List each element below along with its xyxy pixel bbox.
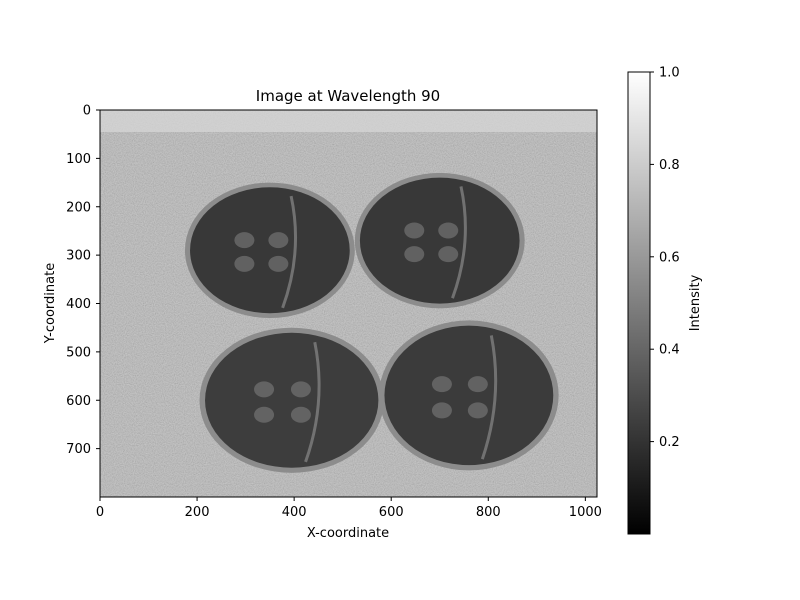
x-tick-label: 400 xyxy=(282,505,307,520)
tomatoes-layer xyxy=(184,172,559,473)
colorbar-label: Intensity xyxy=(688,274,703,331)
tomato-body xyxy=(384,325,554,466)
tomato-highlight xyxy=(467,376,488,393)
y-tick-label: 200 xyxy=(66,200,91,215)
tomato-highlight xyxy=(254,406,275,423)
tomato-highlight xyxy=(290,381,311,398)
y-tick-label: 600 xyxy=(66,394,91,409)
y-tick-label: 0 xyxy=(83,104,91,119)
tomato-highlight xyxy=(431,376,452,393)
chart-title: Image at Wavelength 90 xyxy=(256,87,440,105)
tomato-highlight xyxy=(234,255,255,272)
tomato-highlight xyxy=(467,402,488,419)
tomato-highlight xyxy=(404,222,425,239)
x-tick-label: 800 xyxy=(476,505,501,520)
tomato-highlight xyxy=(438,246,459,263)
tomato-crack xyxy=(304,341,321,463)
tomato-crack xyxy=(281,195,298,309)
y-axis: 0 100 200 300 400 500 600 700 xyxy=(66,104,100,457)
image-bright-border-top xyxy=(100,110,597,132)
x-axis: 0 200 400 600 800 1000 xyxy=(96,497,602,520)
x-tick-label: 600 xyxy=(379,505,404,520)
y-tick-label: 700 xyxy=(66,442,91,457)
y-axis-label: Y-coordinate xyxy=(43,263,58,344)
tomato-top-right xyxy=(354,172,525,309)
y-tick-label: 300 xyxy=(66,249,91,264)
colorbar xyxy=(627,71,651,535)
tomato-highlight xyxy=(268,232,289,249)
x-tick-label: 200 xyxy=(185,505,210,520)
colorbar-tick-label: 0.2 xyxy=(659,435,680,450)
tomato-top-left xyxy=(184,182,355,319)
colorbar-tick-label: 1.0 xyxy=(659,66,680,81)
tomato-highlight xyxy=(254,381,275,398)
colorbar-tick-label: 0.8 xyxy=(659,158,680,173)
colorbar-tick-label: 0.4 xyxy=(659,343,680,358)
image-plot xyxy=(100,110,597,497)
y-tick-label: 400 xyxy=(66,297,91,312)
tomato-highlight xyxy=(404,246,425,263)
x-axis-label: X-coordinate xyxy=(307,526,389,541)
colorbar-tick-label: 0.6 xyxy=(659,250,680,265)
tomato-highlight xyxy=(234,232,255,249)
tomato-highlight xyxy=(431,402,452,419)
y-tick-label: 500 xyxy=(66,345,91,360)
y-tick-label: 100 xyxy=(66,152,91,167)
tomato-bottom-left xyxy=(199,327,384,473)
tomato-crack xyxy=(451,186,467,299)
tomato-crack xyxy=(480,335,498,460)
tomato-highlight xyxy=(438,222,459,239)
tomato-body xyxy=(205,332,379,468)
x-tick-label: 1000 xyxy=(569,505,602,520)
tomato-highlight xyxy=(268,255,289,272)
tomato-highlight xyxy=(290,406,311,423)
colorbar-ticks: 0.2 0.4 0.6 0.8 1.0 xyxy=(650,66,680,450)
x-tick-label: 0 xyxy=(96,505,104,520)
tomato-body xyxy=(359,177,520,304)
tomato-bottom-right xyxy=(379,320,559,471)
tomato-body xyxy=(190,187,350,314)
